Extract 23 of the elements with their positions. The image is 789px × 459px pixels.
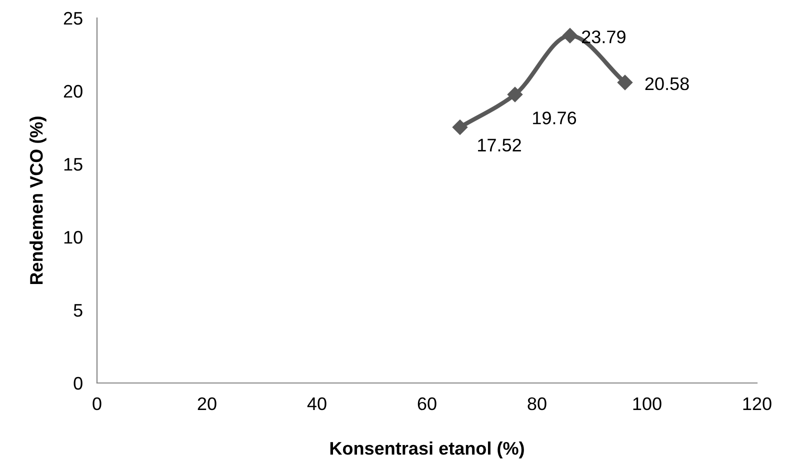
x-tick-label: 80 (528, 397, 546, 410)
y-tick-label: 20 (64, 84, 82, 98)
y-tick-label: 5 (74, 304, 82, 317)
x-axis-title: Konsentrasi etanol (%) (330, 442, 524, 458)
x-tick-label: 120 (743, 397, 772, 410)
y-axis-title: Rendemen VCO (%) (30, 116, 46, 284)
y-tick-label: 15 (64, 158, 82, 171)
point (617, 74, 633, 90)
data-label: 20.58 (645, 77, 689, 90)
y-tick-label: 10 (64, 230, 82, 244)
data-label: 19.76 (533, 112, 576, 124)
x-tick-label: 60 (418, 397, 436, 410)
x-tick-label: 20 (198, 397, 216, 410)
data-label: 17.52 (478, 138, 521, 152)
x-tick-label: 100 (633, 397, 662, 410)
x-tick-label: 40 (307, 397, 326, 410)
y-tick-label: 25 (64, 12, 82, 25)
point (562, 28, 578, 44)
point (452, 120, 468, 135)
x-tick-label: 0 (92, 397, 102, 410)
data-label: 23.79 (582, 30, 626, 44)
y-tick-label: 0 (74, 376, 82, 390)
point (507, 86, 523, 102)
